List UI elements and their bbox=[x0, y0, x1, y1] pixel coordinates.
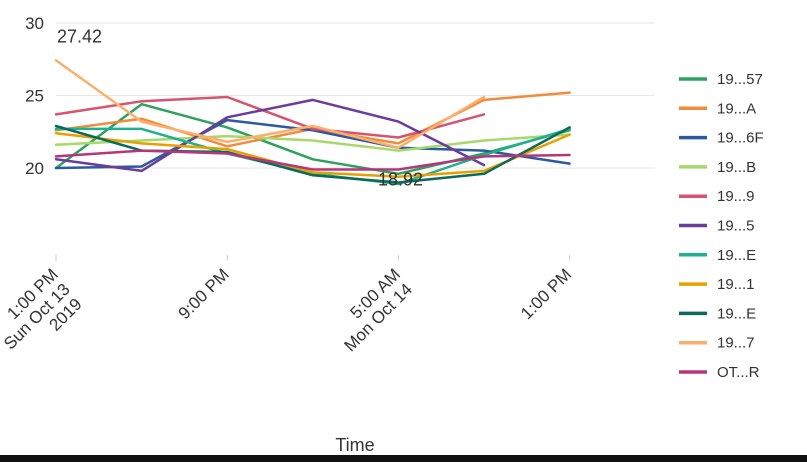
series-line-6[interactable] bbox=[54, 98, 486, 173]
grid-lines bbox=[56, 22, 655, 169]
legend-label[interactable]: 19...A bbox=[717, 100, 756, 117]
x-axis-title: Time bbox=[335, 435, 374, 455]
series-line-11[interactable] bbox=[54, 149, 571, 171]
x-tick-label: 1:00 PM bbox=[517, 265, 575, 323]
series-line-1[interactable] bbox=[54, 102, 571, 176]
series-line-7[interactable] bbox=[54, 127, 571, 186]
legend-label[interactable]: 19...1 bbox=[717, 276, 755, 293]
series-line-4[interactable] bbox=[54, 133, 571, 152]
legend-label[interactable]: 19...E bbox=[717, 305, 756, 322]
x-tick-label-line: 9:00 PM bbox=[175, 265, 233, 323]
legend-label[interactable]: OT...R bbox=[717, 364, 760, 381]
data-label: 18.92 bbox=[378, 170, 423, 190]
legend-label[interactable]: 19...7 bbox=[717, 335, 755, 352]
legend-label[interactable]: 19...E bbox=[717, 247, 756, 264]
series-line-3[interactable] bbox=[54, 118, 571, 170]
series-line-5[interactable] bbox=[54, 95, 486, 139]
series-line-10[interactable] bbox=[54, 59, 486, 149]
series-line-8[interactable] bbox=[54, 131, 571, 178]
y-axis-ticks: 20 25 30 bbox=[25, 14, 44, 178]
y-tick-label: 20 bbox=[25, 159, 44, 178]
y-tick-label: 30 bbox=[25, 14, 44, 33]
legend-label[interactable]: 19...B bbox=[717, 159, 756, 176]
x-tick-label: 9:00 PM bbox=[175, 265, 233, 323]
legend-label[interactable]: 19...6F bbox=[717, 130, 764, 147]
data-annotations: 27.42 18.92 bbox=[57, 26, 423, 189]
series-line-9[interactable] bbox=[54, 124, 571, 184]
legend: 19...57 19...A 19...6F 19...B 19...9 19...5 19… bbox=[679, 71, 764, 381]
y-tick-label: 25 bbox=[25, 87, 44, 106]
legend-label[interactable]: 19...57 bbox=[717, 71, 763, 88]
legend-label[interactable]: 19...9 bbox=[717, 188, 755, 205]
bottom-edge-bar bbox=[0, 455, 807, 462]
series-lines bbox=[54, 59, 571, 186]
legend-label[interactable]: 19...5 bbox=[717, 218, 755, 235]
x-tick-label-line: 1:00 PM bbox=[517, 265, 575, 323]
data-label: 27.42 bbox=[57, 26, 102, 46]
